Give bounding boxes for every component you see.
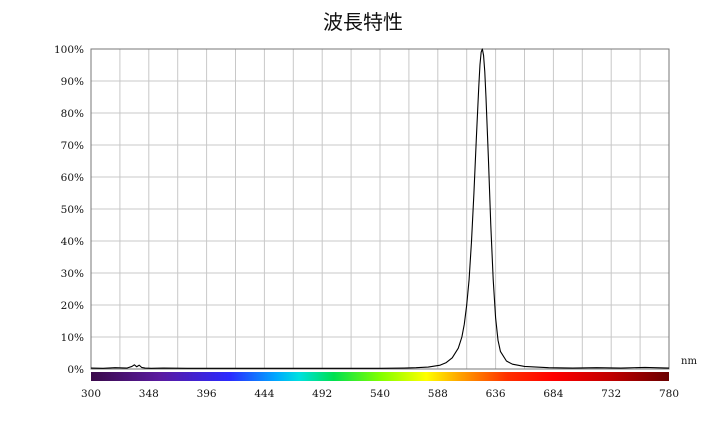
x-tick-label: 588 [428, 388, 448, 400]
x-tick-label: 540 [370, 388, 390, 400]
x-tick-label: 636 [486, 388, 506, 400]
y-tick-label: 60% [61, 172, 84, 184]
x-axis-unit: nm [681, 356, 697, 367]
y-tick-label: 40% [61, 236, 84, 248]
y-axis-tick-labels: 0% 10% 20% 30% 40% 50% 60% 70% 80% 90% 100% [54, 44, 84, 376]
x-tick-label: 444 [254, 388, 274, 400]
spectrum-color-bar [91, 372, 669, 381]
chart-title: 波長特性 [323, 10, 403, 34]
x-axis-tick-labels: 300 348 396 444 492 540 588 636 684 732 780 [81, 388, 679, 400]
y-tick-label: 70% [61, 140, 84, 152]
x-tick-label: 732 [601, 388, 621, 400]
x-tick-label: 300 [81, 388, 101, 400]
y-tick-label: 30% [61, 268, 84, 280]
y-tick-label: 0% [67, 364, 84, 376]
x-tick-label: 348 [139, 388, 159, 400]
y-tick-label: 20% [61, 300, 84, 312]
x-tick-label: 396 [197, 388, 217, 400]
y-tick-label: 10% [61, 332, 84, 344]
x-tick-label: 684 [543, 388, 563, 400]
x-tick-label: 492 [312, 388, 332, 400]
x-tick-label: 780 [659, 388, 679, 400]
y-tick-label: 100% [54, 44, 84, 56]
y-tick-label: 80% [61, 108, 84, 120]
chart-grid [90, 48, 670, 370]
plot-frame [90, 48, 670, 370]
series-line [90, 48, 670, 369]
y-tick-label: 50% [61, 204, 84, 216]
y-tick-label: 90% [61, 76, 84, 88]
